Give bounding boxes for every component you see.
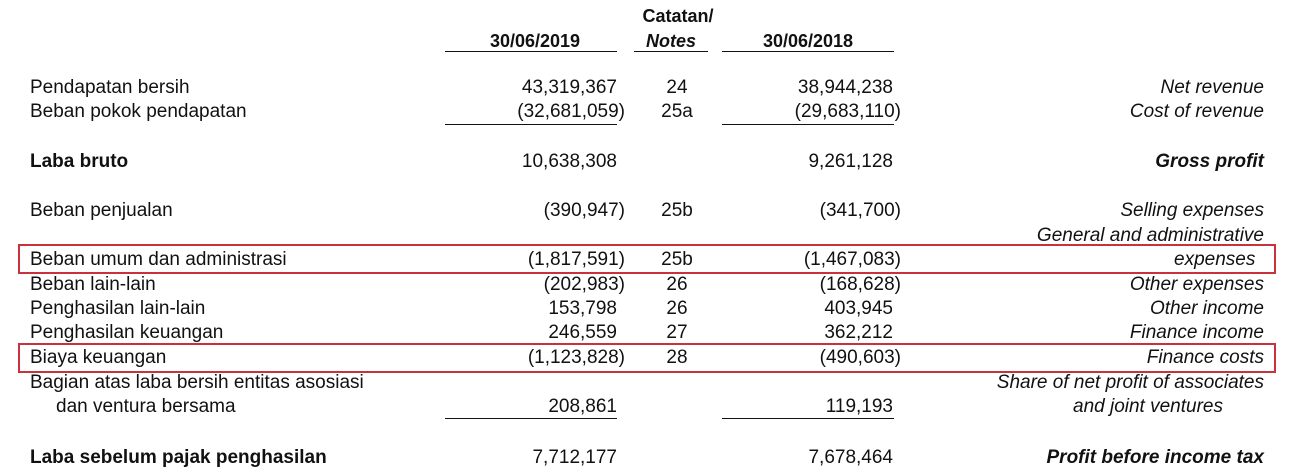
row-value-2019: 7,712,177 bbox=[532, 447, 617, 468]
column-header-2018: 30/06/2018 bbox=[762, 31, 854, 51]
row-label-en: Other expenses bbox=[1129, 274, 1264, 295]
row-note: 24 bbox=[666, 77, 688, 98]
row-label-id: Laba sebelum pajak penghasilan bbox=[30, 447, 327, 468]
row-value-2019: (202,983) bbox=[543, 274, 625, 295]
notes-header-indonesian: Catatan/ bbox=[642, 6, 714, 26]
row-label-id: Beban pokok pendapatan bbox=[30, 101, 247, 122]
row-note: 25a bbox=[661, 101, 693, 122]
row-label-en-continued: expenses bbox=[1174, 249, 1256, 270]
row-note: 28 bbox=[666, 347, 688, 368]
row-label-en: Finance costs bbox=[1146, 347, 1264, 368]
row-value-2018: (341,700) bbox=[819, 200, 901, 221]
row-note: 26 bbox=[666, 274, 688, 295]
subtotal-underline-2018 bbox=[722, 124, 894, 125]
header-underline-2018 bbox=[722, 51, 894, 52]
row-label-en: Other income bbox=[1149, 298, 1264, 319]
row-value-2019: 208,861 bbox=[548, 396, 617, 417]
header-underline-notes bbox=[634, 51, 708, 52]
row-value-2018: (490,603) bbox=[819, 347, 901, 368]
row-label-en: Gross profit bbox=[1155, 151, 1264, 172]
subtotal-underline-2019 bbox=[445, 418, 617, 419]
row-label-id: Laba bruto bbox=[30, 151, 129, 172]
subtotal-underline-2019 bbox=[445, 124, 617, 125]
row-value-2018: 362,212 bbox=[824, 322, 893, 343]
row-label-en-continued: and joint ventures bbox=[1073, 396, 1223, 417]
row-label-id: Biaya keuangan bbox=[30, 347, 167, 368]
row-value-2019: (1,817,591) bbox=[527, 249, 625, 270]
row-value-2018: (1,467,083) bbox=[803, 249, 901, 270]
row-label-en: Cost of revenue bbox=[1129, 101, 1264, 122]
row-value-2018: 38,944,238 bbox=[797, 77, 893, 98]
row-value-2018: 9,261,128 bbox=[808, 151, 893, 172]
row-label-en: General and administrative bbox=[1036, 225, 1264, 246]
row-value-2019: (390,947) bbox=[543, 200, 625, 221]
row-label-en: Share of net profit of associates bbox=[996, 372, 1264, 393]
row-label-en: Selling expenses bbox=[1120, 200, 1264, 221]
row-label-en: Profit before income tax bbox=[1046, 447, 1265, 468]
row-label-id: Penghasilan keuangan bbox=[30, 322, 224, 343]
row-value-2018: (168,628) bbox=[819, 274, 901, 295]
row-label-id: Penghasilan lain-lain bbox=[30, 298, 206, 319]
row-label-en: Net revenue bbox=[1160, 77, 1264, 98]
column-header-2019: 30/06/2019 bbox=[489, 31, 581, 51]
header-underline-2019 bbox=[445, 51, 617, 52]
row-label-id: Bagian atas laba bersih entitas asosiasi bbox=[30, 372, 364, 393]
row-value-2018: 7,678,464 bbox=[808, 447, 893, 468]
highlight-box-admin-expenses bbox=[18, 244, 1276, 274]
row-label-id: Beban umum dan administrasi bbox=[30, 249, 287, 270]
row-label-id: Beban penjualan bbox=[30, 200, 173, 221]
subtotal-underline-2018 bbox=[722, 418, 894, 419]
row-value-2018: 403,945 bbox=[824, 298, 893, 319]
row-value-2019: (1,123,828) bbox=[527, 347, 625, 368]
row-label-id: Pendapatan bersih bbox=[30, 77, 190, 98]
row-value-2019: 10,638,308 bbox=[521, 151, 617, 172]
row-note: 25b bbox=[661, 200, 693, 221]
row-label-en: Finance income bbox=[1129, 322, 1264, 343]
row-value-2019: 43,319,367 bbox=[521, 77, 617, 98]
row-note: 27 bbox=[666, 322, 688, 343]
row-value-2019: 153,798 bbox=[548, 298, 617, 319]
row-note: 25b bbox=[661, 249, 693, 270]
row-value-2019: 246,559 bbox=[548, 322, 617, 343]
highlight-box-finance-costs bbox=[18, 343, 1276, 373]
row-value-2018: (29,683,110) bbox=[794, 101, 901, 122]
row-label-id-continued: dan ventura bersama bbox=[56, 396, 236, 417]
row-note: 26 bbox=[666, 298, 688, 319]
row-value-2019: (32,681,059) bbox=[517, 101, 625, 122]
row-label-id: Beban lain-lain bbox=[30, 274, 156, 295]
row-value-2018: 119,193 bbox=[825, 396, 893, 417]
notes-header-english: Notes bbox=[645, 31, 696, 51]
